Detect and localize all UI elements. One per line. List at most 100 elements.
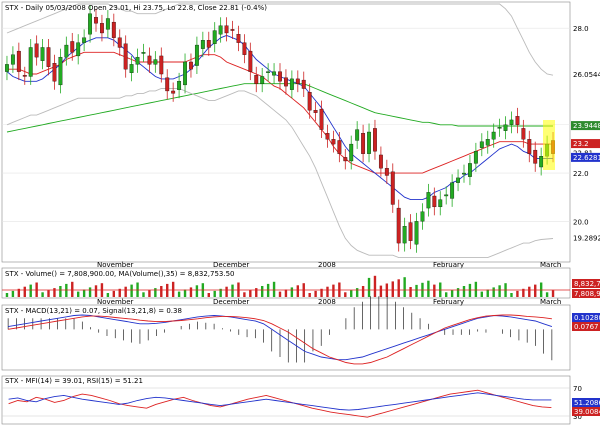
candle-body [200, 40, 205, 49]
volume-bar [177, 291, 181, 297]
rsi-tag: 51.2086 [574, 399, 600, 407]
volume-bar [148, 290, 151, 297]
volume-bar [59, 286, 62, 297]
volume-bar [344, 292, 347, 297]
volume-bar [462, 286, 466, 297]
candle-body [212, 30, 217, 44]
candle-body [10, 54, 15, 65]
volume-bar [480, 291, 484, 297]
volume-panel-frame [1, 267, 571, 299]
candle-body [272, 71, 276, 76]
candle-body [426, 192, 431, 209]
volume-bar [183, 289, 187, 297]
volume-bar [189, 287, 193, 297]
volume-bar [207, 293, 210, 297]
candle-body [141, 52, 146, 54]
candle-body [254, 75, 259, 84]
volume-bar [171, 281, 175, 297]
price-month-axis: November December 2008 February March [97, 261, 561, 269]
candle-body [284, 77, 288, 87]
macd-month-label-december: December [213, 298, 249, 306]
candle-body [123, 43, 128, 70]
candle-body [206, 40, 211, 48]
volume-bar [118, 288, 121, 297]
price-tick-label: 20.0 [573, 218, 589, 226]
volume-bar [444, 292, 448, 297]
candle-body [497, 127, 502, 129]
candle-body [64, 44, 69, 58]
candle-body [361, 133, 366, 154]
candle-body [539, 156, 544, 168]
candle-body [100, 23, 104, 34]
volume-bar [65, 283, 68, 297]
candle-body [248, 50, 253, 72]
volume-bar [23, 286, 26, 297]
price-header: STX - Daily 05/03/2008 Open 23.01, Hi 23… [5, 4, 267, 12]
candle-body [462, 172, 466, 175]
volume-bar [266, 283, 270, 297]
volume-bar [320, 288, 323, 297]
volume-bar [409, 287, 412, 297]
level-30-label: 30 [573, 413, 582, 421]
macd-tag-blue: 0.102801 [574, 314, 600, 322]
volume-bar [468, 283, 472, 297]
candle-body [34, 43, 39, 58]
volume-bar [450, 290, 454, 297]
candle-body [491, 131, 496, 140]
macd-series-line [8, 314, 553, 361]
candle-body [5, 64, 9, 72]
candle-body [438, 199, 443, 208]
volume-bar [415, 284, 418, 297]
volume-bar [308, 293, 311, 297]
macd-tag-blue-bg [572, 313, 600, 322]
macd-tag-red: 0.0767 [574, 323, 599, 331]
volume-bar [160, 286, 163, 297]
candle-body [82, 37, 87, 43]
candle-body [230, 29, 235, 31]
candle-body [414, 221, 419, 245]
volume-bar [391, 281, 394, 297]
candle-body [94, 17, 98, 24]
volume-bar [106, 293, 110, 297]
candle-body [183, 61, 187, 86]
price-panel: STX - Daily 05/03/2008 Open 23.01, Hi 23… [1, 1, 600, 263]
mfi-tag-bg [572, 407, 600, 416]
candle-body [301, 79, 306, 89]
volume-bar [474, 281, 478, 297]
month-label-november: November [97, 261, 134, 269]
volume-bar [249, 290, 252, 297]
price-series-line [6, 88, 554, 259]
volume-bar [427, 280, 430, 297]
volume-bar [516, 290, 519, 297]
price-tag-bg [571, 152, 600, 162]
volume-bar [213, 290, 216, 297]
price-series-line [6, 3, 554, 76]
volume-bar [195, 285, 199, 297]
macd-series-line [8, 314, 552, 365]
volume-bar [17, 288, 21, 297]
candle-body [153, 59, 158, 65]
macd-header: STX - MACD(13,21) = 0.07, Signal(13,21,8… [5, 307, 182, 315]
volume-bar [551, 290, 555, 297]
mfi-rsi-header: STX - MFI(14) = 39.01, RSI(15) = 51.21 [5, 377, 143, 385]
candle-body [408, 222, 413, 241]
volume-bar [284, 289, 288, 297]
price-tag-bg [571, 70, 600, 80]
candle-body [509, 119, 514, 125]
candle-body [194, 44, 199, 66]
volume-bar [290, 287, 294, 297]
candle-body [468, 163, 472, 177]
price-tag-bg [571, 121, 600, 131]
candle-body [456, 177, 460, 183]
candle-body [129, 64, 134, 73]
candle-body [373, 128, 377, 152]
price-tag-label: 23.9448 [573, 122, 600, 130]
mfi-rsi-panel-frame [1, 375, 571, 425]
candle-body [171, 90, 176, 94]
candle-body [390, 171, 395, 205]
candle-body [515, 116, 520, 125]
volume-bar [272, 281, 276, 297]
candle-body [117, 37, 122, 48]
candle-body [111, 21, 116, 38]
